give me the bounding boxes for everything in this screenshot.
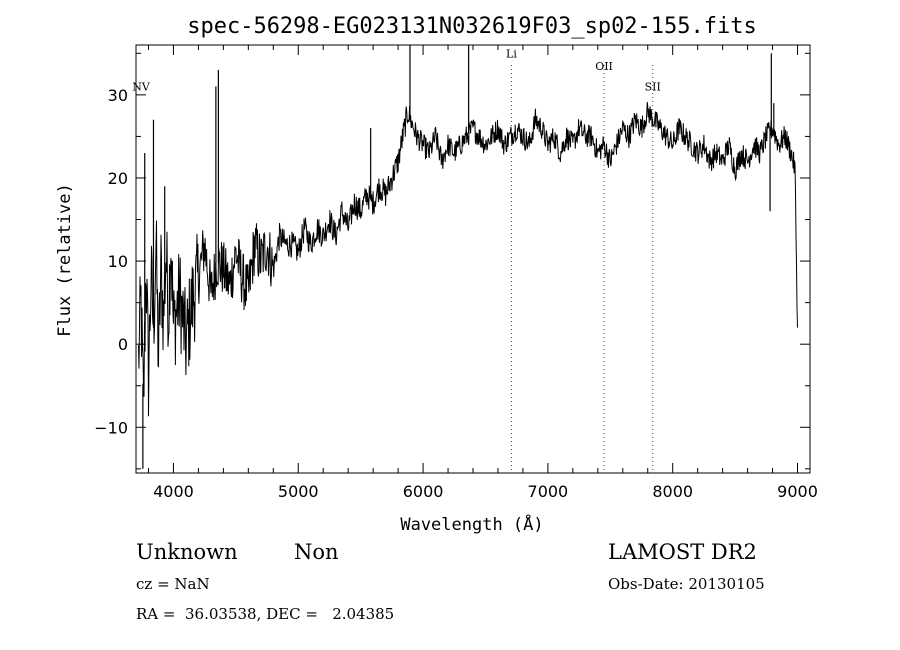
x-tick-label: 7000 (528, 482, 569, 501)
marker-label-nv: NV (132, 81, 151, 94)
y-axis: −10 0 10 20 30 (94, 52, 810, 470)
y-tick-label: 30 (108, 86, 128, 105)
x-tick-label: 5000 (278, 482, 319, 501)
y-tick-label: 20 (108, 169, 128, 188)
x-tick-label: 4000 (153, 482, 194, 501)
observation-date: Obs-Date: 20130105 (608, 575, 765, 593)
spectrum-line (138, 101, 798, 417)
chart-title: spec-56298-EG023131N032619F03_sp02-155.f… (187, 14, 757, 39)
redshift-label: cz = NaN (136, 575, 210, 593)
object-class: Unknown (136, 540, 238, 564)
coordinates: RA = 36.03538, DEC = 2.04385 (136, 605, 395, 623)
survey-name: LAMOST DR2 (608, 540, 757, 564)
emission-line-markers: NV Li OII SII (132, 47, 661, 473)
x-axis-label: Wavelength (Å) (400, 513, 543, 535)
marker-label-li: Li (506, 47, 517, 60)
y-tick-label: −10 (94, 418, 128, 437)
x-axis: 4000 5000 6000 7000 8000 9000 (147, 45, 818, 501)
y-tick-label: 10 (108, 252, 128, 271)
y-tick-label: 0 (118, 335, 128, 354)
x-tick-label: 9000 (777, 482, 818, 501)
marker-label-sii: SII (645, 81, 661, 94)
y-axis-label: Flux (relative) (55, 183, 75, 337)
x-tick-label: 6000 (403, 482, 444, 501)
marker-label-oii: OII (595, 60, 613, 73)
x-tick-label: 8000 (652, 482, 693, 501)
spectrum-spikes (142, 45, 775, 469)
object-subclass: Non (294, 540, 339, 564)
